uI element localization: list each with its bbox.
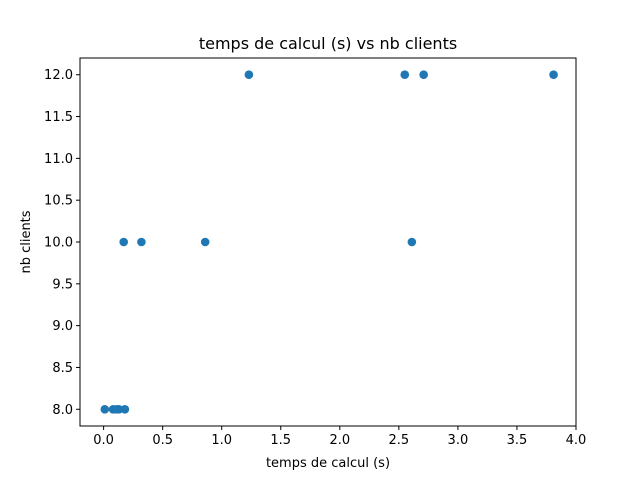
y-tick-label: 9.5 — [52, 277, 73, 292]
scatter-point — [119, 237, 128, 247]
scatter-point — [200, 237, 210, 247]
scatter-point — [120, 404, 130, 414]
plot-area: 0.0 0.5 1.0 1.5 2.0 2.5 3.0 3.5 4.0 8.0 8.5 9.0 9.5 1… — [44, 57, 587, 448]
scatter-point — [419, 70, 428, 80]
x-tick-label: 0.0 — [93, 433, 114, 448]
x-tick-label: 3.5 — [507, 433, 528, 448]
x-axis-label: temps de calcul (s) — [266, 456, 390, 471]
y-tick-label: 10.5 — [44, 194, 73, 209]
y-tick-label: 8.5 — [52, 361, 73, 376]
x-tick-label: 1.5 — [270, 433, 291, 448]
x-tick-label: 0.5 — [152, 433, 173, 448]
y-tick-label: 11.5 — [44, 110, 73, 125]
scatter-point — [114, 404, 124, 414]
scatter-point — [137, 237, 146, 247]
scatter-point — [400, 70, 410, 80]
x-tick-label: 1.0 — [211, 433, 232, 448]
x-tick-label: 4.0 — [566, 433, 587, 448]
y-tick-label: 12.0 — [44, 68, 73, 83]
y-tick-label: 8.0 — [52, 403, 73, 418]
y-tick-label: 10.0 — [44, 236, 73, 251]
x-tick-label: 3.0 — [448, 433, 469, 448]
y-tick-label: 9.0 — [52, 319, 73, 334]
x-tick-label: 2.0 — [329, 433, 350, 448]
scatter-point — [100, 404, 110, 414]
y-tick-label: 11.0 — [44, 152, 73, 167]
scatter-point — [549, 70, 558, 80]
y-axis-label: nb clients — [19, 210, 34, 273]
chart-title: temps de calcul (s) vs nb clients — [199, 34, 457, 53]
scatter-point — [407, 237, 417, 247]
scatter-point — [244, 70, 254, 80]
x-tick-label: 2.5 — [389, 433, 410, 448]
